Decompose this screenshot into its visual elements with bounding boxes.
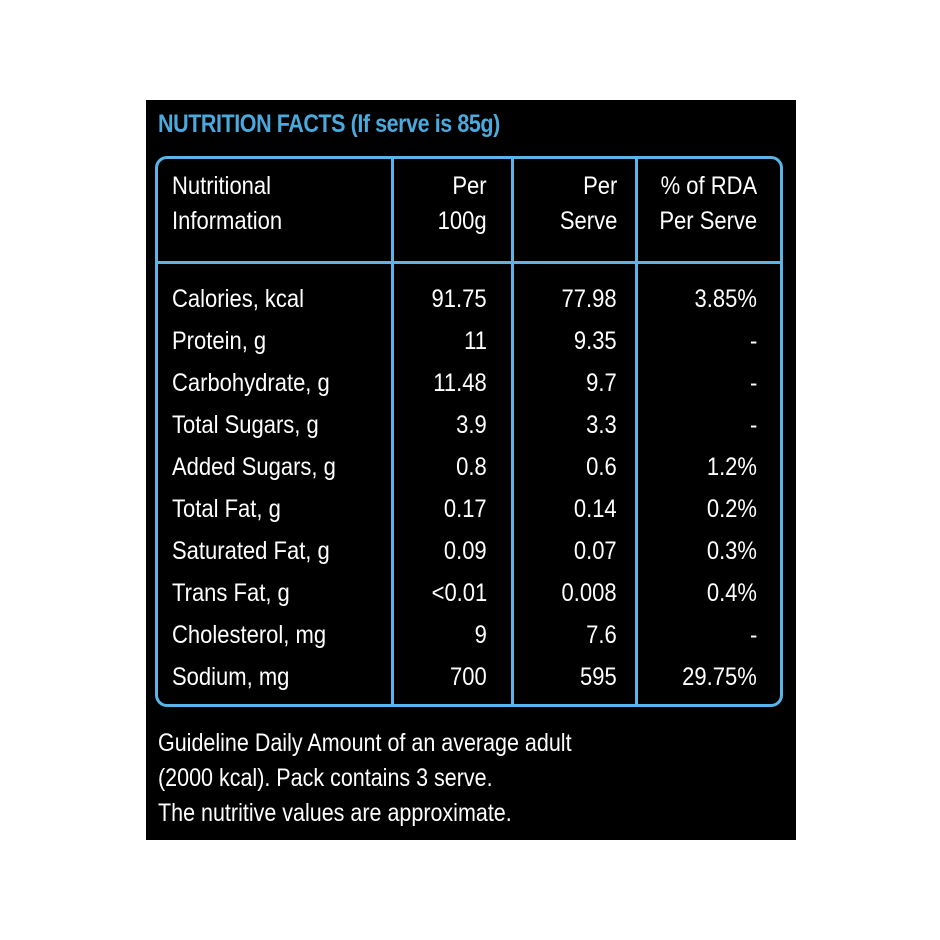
nutrient-name: Sodium, mg: [172, 663, 290, 691]
nutrient-name: Saturated Fat, g: [172, 537, 330, 565]
per-100g-value: 3.9: [456, 411, 487, 439]
per-100g-value: 11: [464, 327, 487, 355]
header-nutrient-line1: Nutritional: [172, 172, 272, 200]
per-100g-value: 11.48: [433, 369, 487, 397]
rda-value: -: [749, 369, 757, 397]
nutrient-name: Trans Fat, g: [172, 579, 290, 607]
nutrient-name: Added Sugars, g: [172, 453, 336, 481]
nutrition-table: Nutritional Information Per 100g Per Ser…: [155, 156, 783, 707]
rda-value: 0.3%: [706, 537, 757, 565]
per-serve-value: 0.008: [561, 579, 617, 607]
rda-value: 0.4%: [706, 579, 757, 607]
per-100g-value: 9: [474, 621, 487, 649]
per-100g-value: 700: [450, 663, 487, 691]
per-serve-value: 0.6: [586, 453, 617, 481]
per-100g-value: 91.75: [431, 285, 487, 313]
rda-value: -: [749, 327, 757, 355]
table-row: Total Sugars, g 3.9 3.3 -: [158, 408, 780, 450]
rda-value: 29.75%: [682, 663, 757, 691]
nutrient-name: Protein, g: [172, 327, 267, 355]
header-per-100g-line1: Per: [452, 172, 487, 200]
header-per-serve-line1: Per: [582, 172, 617, 200]
per-serve-value: 3.3: [586, 411, 617, 439]
header-per-serve-line2: Serve: [559, 207, 617, 235]
header-rda-line2: Per Serve: [659, 207, 757, 235]
rda-value: 3.85%: [694, 285, 757, 313]
column-divider: [391, 159, 394, 704]
per-serve-value: 77.98: [561, 285, 617, 313]
per-serve-value: 0.07: [574, 537, 617, 565]
per-serve-value: 7.6: [586, 621, 617, 649]
footer-line: (2000 kcal). Pack contains 3 serve.: [158, 764, 493, 792]
nutrient-name: Cholesterol, mg: [172, 621, 327, 649]
table-row: Added Sugars, g 0.8 0.6 1.2%: [158, 450, 780, 492]
nutrition-label: NUTRITION FACTS (If serve is 85g) Nutrit…: [146, 100, 796, 840]
nutrient-name: Carbohydrate, g: [172, 369, 330, 397]
table-row: Carbohydrate, g 11.48 9.7 -: [158, 366, 780, 408]
per-serve-value: 595: [580, 663, 617, 691]
header-nutrient-line2: Information: [172, 207, 283, 235]
footer-note: Guideline Daily Amount of an average adu…: [158, 726, 778, 831]
rda-value: 1.2%: [706, 453, 757, 481]
table-row: Cholesterol, mg 9 7.6 -: [158, 618, 780, 660]
column-divider: [635, 159, 638, 704]
rda-value: -: [749, 411, 757, 439]
footer-line: Guideline Daily Amount of an average adu…: [158, 729, 572, 757]
per-100g-value: 0.09: [444, 537, 487, 565]
table-row: Calories, kcal 91.75 77.98 3.85%: [158, 282, 780, 324]
table-row: Protein, g 11 9.35 -: [158, 324, 780, 366]
nutrient-name: Total Sugars, g: [172, 411, 319, 439]
header-rda-line1: % of RDA: [660, 172, 757, 200]
rda-value: 0.2%: [706, 495, 757, 523]
per-100g-value: 0.8: [456, 453, 487, 481]
table-row: Total Fat, g 0.17 0.14 0.2%: [158, 492, 780, 534]
per-100g-value: <0.01: [431, 579, 487, 607]
per-serve-value: 9.7: [586, 369, 617, 397]
header-per-100g-line2: 100g: [438, 207, 487, 235]
per-serve-value: 9.35: [574, 327, 617, 355]
table-row: Trans Fat, g <0.01 0.008 0.4%: [158, 576, 780, 618]
header-rda: % of RDA Per Serve: [659, 169, 757, 239]
nutrient-name: Calories, kcal: [172, 285, 305, 313]
rda-value: -: [749, 621, 757, 649]
header-divider: [158, 261, 780, 264]
column-divider: [511, 159, 514, 704]
label-title: NUTRITION FACTS (If serve is 85g): [158, 110, 500, 138]
table-row: Saturated Fat, g 0.09 0.07 0.3%: [158, 534, 780, 576]
per-100g-value: 0.17: [444, 495, 487, 523]
nutrient-name: Total Fat, g: [172, 495, 281, 523]
footer-line: The nutritive values are approximate.: [158, 799, 512, 827]
header-per-100g: Per 100g: [438, 169, 487, 239]
table-row: Sodium, mg 700 595 29.75%: [158, 660, 780, 702]
per-serve-value: 0.14: [574, 495, 617, 523]
header-per-serve: Per Serve: [560, 169, 617, 239]
header-nutrient: Nutritional Information: [172, 169, 282, 239]
